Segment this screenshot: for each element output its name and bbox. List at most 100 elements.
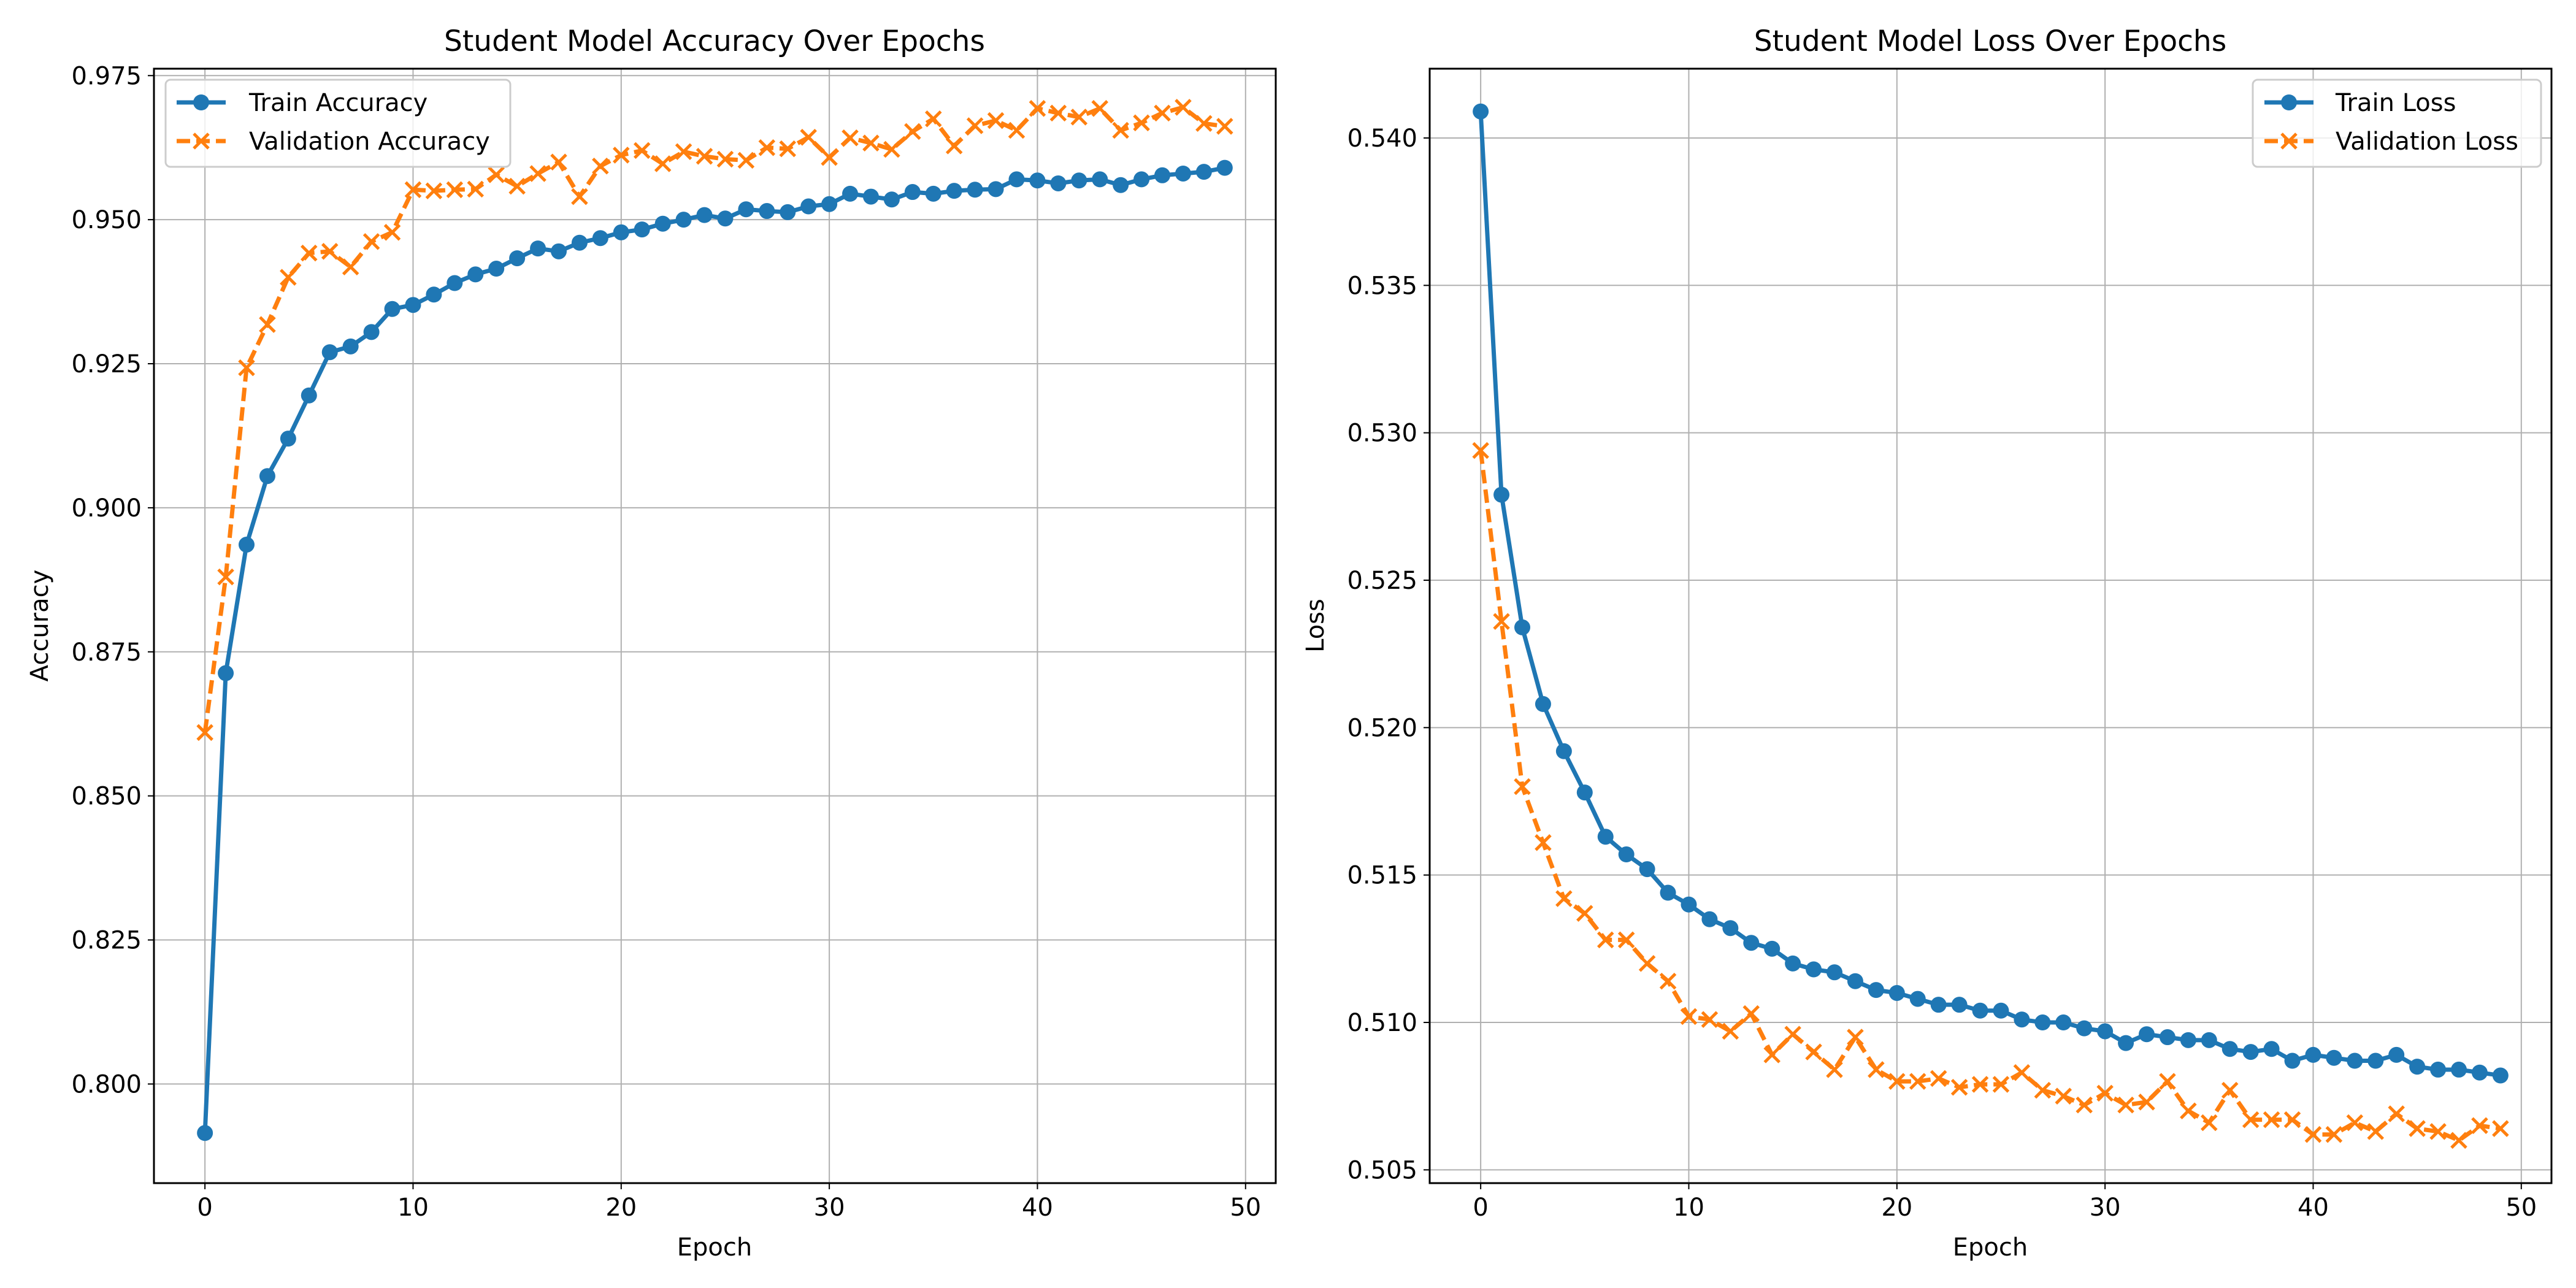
data-point-validation-accuracy (321, 243, 339, 260)
y-tick-label: 0.535 (1347, 272, 1417, 300)
data-point-train-loss (2201, 1032, 2217, 1048)
y-tick-label: 0.530 (1347, 420, 1417, 448)
data-point-validation-accuracy (217, 568, 234, 586)
data-point-validation-accuracy (925, 110, 942, 128)
data-point-validation-loss (2346, 1114, 2364, 1132)
data-point-validation-accuracy (592, 158, 609, 175)
data-point-train-accuracy (1216, 159, 1233, 176)
data-point-train-accuracy (551, 243, 567, 259)
data-point-train-loss (1618, 846, 1635, 863)
data-point-validation-loss (1992, 1076, 2010, 1093)
data-point-validation-loss (1535, 834, 1552, 851)
y-tick-label: 0.950 (71, 206, 142, 234)
data-point-train-loss (2450, 1061, 2467, 1078)
data-point-train-accuracy (654, 215, 671, 232)
legend-marker-train-accuracy (193, 94, 209, 110)
loss-chart: 0 10 20 30 40 50 0.505 0.510 0.515 0.520 0.525 0.53… (1301, 25, 2553, 1262)
data-point-validation-loss (1826, 1061, 1843, 1078)
legend-marker-validation-loss (2280, 132, 2298, 150)
data-point-train-loss (1722, 920, 1739, 937)
data-point-train-loss (1785, 955, 1801, 972)
data-point-train-loss (2097, 1023, 2114, 1040)
y-tick-label: 0.900 (71, 494, 142, 523)
data-point-validation-accuracy (342, 258, 359, 275)
data-point-validation-loss (1722, 1022, 1739, 1040)
data-point-train-accuracy (405, 297, 421, 313)
data-point-validation-loss (1784, 1025, 1801, 1043)
data-point-train-loss (1597, 829, 1614, 845)
data-point-train-accuracy (862, 188, 879, 205)
data-point-train-accuracy (342, 338, 359, 355)
data-point-train-loss (2326, 1049, 2342, 1066)
data-point-validation-accuracy (529, 165, 546, 182)
data-point-train-loss (2242, 1044, 2259, 1060)
data-point-train-loss (1660, 884, 1676, 901)
data-point-validation-accuracy (1195, 115, 1213, 132)
data-point-validation-loss (2076, 1096, 2093, 1114)
data-point-train-accuracy (509, 250, 526, 267)
legend-marker-validation-accuracy (193, 132, 210, 150)
data-point-train-accuracy (384, 301, 401, 317)
data-point-train-loss (2409, 1059, 2426, 1075)
data-point-train-loss (2492, 1067, 2509, 1084)
data-point-validation-accuracy (238, 359, 255, 377)
data-point-train-loss (2221, 1041, 2238, 1057)
y-tick-label: 0.540 (1347, 125, 1417, 153)
data-point-train-loss (2138, 1026, 2155, 1043)
data-point-train-loss (1576, 784, 1593, 801)
plot-frame (153, 67, 1277, 1184)
data-point-train-loss (1681, 896, 1697, 913)
data-point-train-accuracy (780, 204, 796, 220)
legend-label-validation-accuracy: Validation Accuracy (249, 128, 490, 156)
data-point-validation-accuracy (675, 143, 692, 161)
y-tick-label: 0.515 (1347, 862, 1417, 890)
data-point-validation-accuracy (654, 155, 672, 172)
y-tick-label: 0.800 (71, 1070, 142, 1098)
legend-label-train-loss: Train Loss (2335, 89, 2456, 117)
accuracy-chart: 0 10 20 30 40 50 0.800 0.825 0.850 0.875 0.900 0.92… (26, 25, 1277, 1262)
data-point-validation-accuracy (716, 150, 734, 168)
data-point-validation-accuracy (1216, 118, 1233, 135)
data-point-train-accuracy (842, 185, 859, 202)
data-point-train-accuracy (1195, 164, 1212, 180)
data-point-validation-loss (2180, 1102, 2197, 1119)
data-point-train-accuracy (1071, 172, 1087, 189)
data-point-train-accuracy (967, 182, 983, 198)
data-point-validation-accuracy (1133, 114, 1150, 132)
data-point-validation-loss (2055, 1087, 2072, 1105)
data-point-validation-accuracy (571, 188, 588, 205)
data-point-train-accuracy (530, 240, 546, 257)
legend-label-train-accuracy: Train Accuracy (248, 89, 427, 117)
data-point-validation-loss (1847, 1029, 1864, 1046)
y-tick-label: 0.510 (1347, 1009, 1417, 1037)
data-point-train-loss (1951, 997, 1968, 1013)
data-point-train-accuracy (571, 234, 588, 251)
data-point-validation-accuracy (1112, 121, 1129, 139)
data-point-train-accuracy (1154, 167, 1171, 183)
data-point-train-loss (2159, 1029, 2175, 1046)
data-point-validation-accuracy (862, 134, 880, 151)
data-point-train-loss (1701, 911, 1718, 927)
y-tick-label: 0.825 (71, 927, 142, 955)
data-point-train-loss (2347, 1052, 2363, 1069)
data-point-train-loss (1972, 1002, 1988, 1019)
data-point-train-loss (1514, 619, 1531, 635)
data-point-train-loss (1743, 935, 1760, 951)
data-point-validation-accuracy (383, 224, 401, 241)
data-point-validation-loss (1617, 931, 1635, 949)
data-point-validation-loss (1909, 1073, 1926, 1090)
data-point-validation-loss (2096, 1084, 2114, 1102)
data-point-validation-loss (2283, 1111, 2301, 1129)
data-point-validation-loss (1888, 1073, 1906, 1090)
data-point-validation-loss (1638, 955, 1656, 972)
data-point-train-loss (1930, 997, 1947, 1013)
data-point-validation-loss (2242, 1111, 2260, 1129)
data-point-validation-loss (1805, 1043, 1822, 1060)
data-point-train-loss (1847, 973, 1863, 989)
data-point-validation-accuracy (737, 151, 755, 169)
data-point-train-loss (1555, 743, 1572, 759)
data-point-validation-loss (1868, 1061, 1885, 1078)
data-point-train-accuracy (925, 185, 941, 202)
data-point-train-loss (1764, 940, 1781, 957)
data-point-train-accuracy (467, 266, 484, 283)
